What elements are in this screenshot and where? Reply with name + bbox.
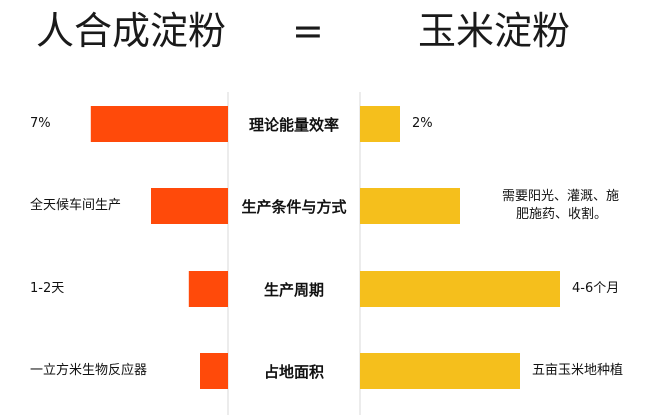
right-value-label-2: 需要阳光、灌溉、施 肥施药、收割。 <box>502 189 620 222</box>
category-label-2: 生产条件与方式 <box>241 198 346 216</box>
left-value-label-3: 1-2天 <box>30 281 65 296</box>
right-bar-1 <box>360 106 400 142</box>
category-label-1: 理论能量效率 <box>249 116 339 134</box>
left-bar-2 <box>151 188 228 224</box>
left-title: 人合成淀粉 <box>36 9 227 53</box>
right-bar-3 <box>360 271 560 307</box>
left-value-label-4: 一立方米生物反应器 <box>30 363 148 378</box>
right-value-label-4: 五亩玉米地种植 <box>532 363 624 378</box>
category-label-3: 生产周期 <box>264 281 324 299</box>
left-value-label-2: 全天候车间生产 <box>30 198 122 213</box>
equals-sign: = <box>292 9 324 53</box>
left-value-label-1: 7% <box>30 116 51 131</box>
right-value-label-1: 2% <box>412 116 433 131</box>
category-label-4: 占地面积 <box>264 363 324 381</box>
left-bar-4 <box>200 353 228 389</box>
right-bar-4 <box>360 353 520 389</box>
right-title: 玉米淀粉 <box>418 9 571 53</box>
right-bar-2 <box>360 188 460 224</box>
right-value-label-3: 4-6个月 <box>572 281 620 296</box>
left-bar-3 <box>188 271 228 307</box>
left-bar-1 <box>90 106 228 142</box>
